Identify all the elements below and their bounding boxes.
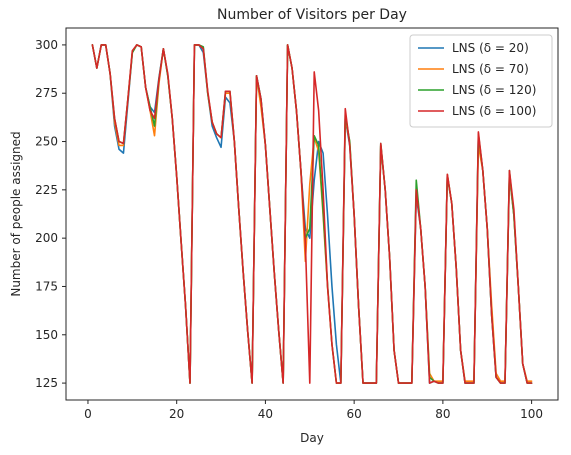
legend-label: LNS (δ = 100) bbox=[452, 104, 536, 118]
y-tick-label: 125 bbox=[35, 376, 58, 390]
plot-lines bbox=[91, 44, 533, 384]
y-tick-label: 250 bbox=[35, 135, 58, 149]
legend-label: LNS (δ = 120) bbox=[452, 83, 536, 97]
y-tick-label: 225 bbox=[35, 183, 58, 197]
x-axis-ticks: 0 20 40 60 80 100 bbox=[84, 400, 543, 421]
legend: LNS (δ = 20) LNS (δ = 70) LNS (δ = 120) LNS… bbox=[409, 34, 553, 128]
legend-label: LNS (δ = 20) bbox=[452, 41, 529, 55]
x-tick-label: 20 bbox=[169, 407, 184, 421]
legend-label: LNS (δ = 70) bbox=[452, 62, 529, 76]
x-tick-label: 80 bbox=[435, 407, 450, 421]
x-tick-label: 100 bbox=[520, 407, 543, 421]
y-tick-label: 275 bbox=[35, 86, 58, 100]
x-tick-label: 40 bbox=[258, 407, 273, 421]
series-line-4 bbox=[91, 44, 533, 384]
plot-frame bbox=[65, 27, 559, 401]
chart-title: Number of Visitors per Day bbox=[217, 7, 407, 23]
y-tick-label: 150 bbox=[35, 328, 58, 342]
y-tick-label: 200 bbox=[35, 231, 58, 245]
y-axis-label: Number of people assigned bbox=[9, 131, 23, 296]
legend-box bbox=[409, 34, 553, 128]
y-tick-label: 175 bbox=[35, 279, 58, 293]
x-tick-label: 60 bbox=[347, 407, 362, 421]
y-tick-label: 300 bbox=[35, 38, 58, 52]
x-axis-label: Day bbox=[300, 431, 324, 445]
y-axis-ticks: 125 150 175 200 225 250 275 300 bbox=[35, 38, 66, 390]
x-tick-label: 0 bbox=[84, 407, 92, 421]
